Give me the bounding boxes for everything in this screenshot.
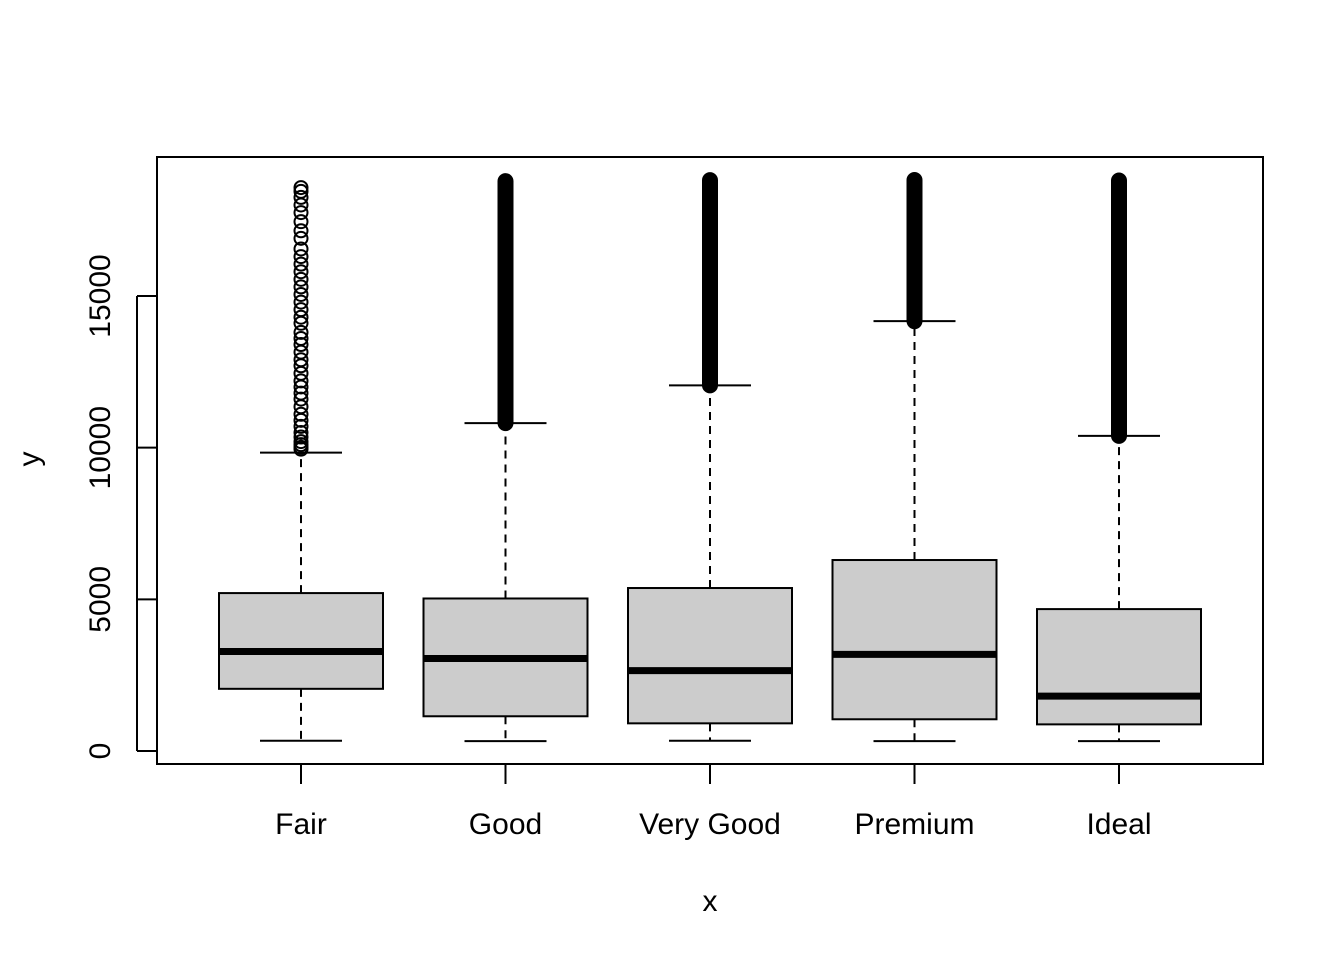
x-tick-label: Fair [275, 808, 327, 841]
outlier-point-cluster [497, 173, 514, 432]
outlier-point [293, 294, 309, 310]
outlier-point [293, 434, 309, 450]
outlier-point [293, 223, 309, 239]
x-axis: Fair Good Very Good Premium Ideal [275, 764, 1152, 841]
y-axis-label: y [13, 452, 46, 467]
x-axis-label: x [703, 885, 718, 918]
outliers-good [497, 173, 514, 432]
outlier-point [293, 399, 309, 415]
outlier-point [293, 264, 309, 280]
outlier-point [1111, 428, 1127, 444]
outlier-point [293, 429, 309, 445]
outlier-point [293, 271, 309, 287]
outlier-point [293, 365, 309, 381]
outlier-point [293, 230, 309, 246]
outliers-ideal [1111, 172, 1127, 444]
outlier-point [702, 172, 718, 188]
y-tick-label: 10000 [84, 406, 117, 489]
outliers-fair [293, 180, 309, 457]
outlier-point-cluster [1111, 172, 1127, 444]
outlier-point [498, 173, 513, 189]
outlier-point [293, 344, 309, 360]
outlier-point [293, 180, 309, 196]
iqr-box [218, 592, 384, 690]
outlier-point [293, 406, 309, 422]
outlier-point [293, 249, 309, 265]
outlier-point-cluster [906, 172, 923, 330]
x-tick-label: Premium [854, 808, 974, 841]
iqr-box [831, 559, 998, 721]
y-axis: 0 5000 10000 15000 [84, 254, 157, 759]
outlier-point [293, 197, 309, 213]
x-tick-label: Very Good [639, 808, 781, 841]
outlier-point [293, 302, 309, 318]
outlier-point [293, 279, 309, 295]
outlier-point [293, 189, 309, 205]
outlier-point [293, 214, 309, 230]
outlier-point [293, 183, 309, 199]
y-tick-label: 0 [84, 743, 117, 760]
y-tick-label: 15000 [84, 254, 117, 337]
x-tick-label: Good [469, 808, 542, 841]
outliers-premium [906, 172, 923, 330]
box-group-fair [218, 180, 384, 742]
outlier-point [293, 330, 309, 346]
outlier-point [293, 205, 309, 221]
x-tick-label: Ideal [1086, 808, 1151, 841]
outlier-point [293, 309, 309, 325]
outlier-point [498, 415, 513, 431]
outlier-point [293, 241, 309, 257]
outlier-point [293, 256, 309, 272]
box-group-very-good [627, 172, 793, 742]
outlier-point [293, 352, 309, 368]
outlier-point [907, 172, 922, 188]
outlier-point [907, 313, 922, 329]
outlier-point [293, 324, 309, 340]
y-tick-label: 5000 [84, 566, 117, 633]
outlier-point [702, 377, 718, 393]
box-group-ideal [1036, 172, 1202, 743]
box-group-good [422, 173, 589, 743]
outliers-very-good [702, 172, 718, 394]
box-group-premium [831, 172, 998, 743]
iqr-box [627, 587, 793, 725]
iqr-box [1036, 608, 1202, 726]
outlier-point [293, 286, 309, 302]
outlier-point [1111, 173, 1127, 189]
boxes-layer [218, 172, 1202, 743]
outlier-point-cluster [702, 172, 718, 394]
outlier-point [293, 373, 309, 389]
